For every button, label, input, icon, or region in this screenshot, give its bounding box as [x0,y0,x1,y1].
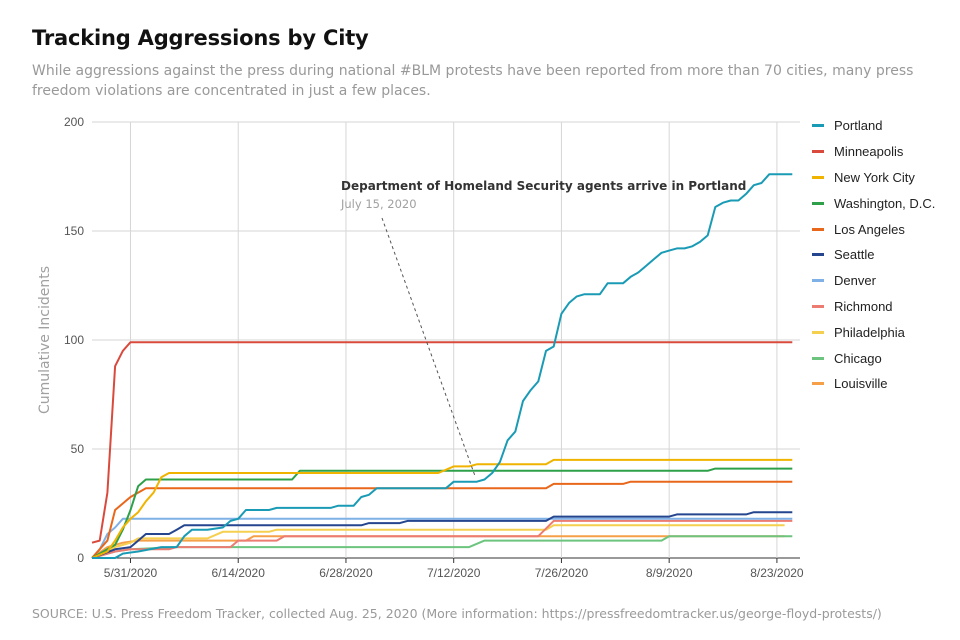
legend-swatch [812,330,824,334]
x-tick-label: 5/31/2020 [104,566,158,580]
annotation: Department of Homeland Security agents a… [340,179,746,476]
y-axis: 0 50 100 150 200 [64,115,84,565]
legend-swatch [812,304,824,308]
legend-item-richmond: Richmond [812,294,935,320]
legend-swatch [812,382,824,386]
legend-item-new-york-city: New York City [812,165,935,191]
y-tick-label: 50 [71,442,85,456]
source-note: SOURCE: U.S. Press Freedom Tracker, coll… [32,606,882,621]
legend-label: Louisville [834,376,888,392]
annotation-date: July 15, 2020 [340,197,417,211]
legend-label: Philadelphia [834,324,905,340]
legend-label: Portland [834,118,883,134]
legend-label: Minneapolis [834,144,904,160]
legend-label: Richmond [834,298,893,314]
annotation-title: Department of Homeland Security agents a… [341,179,746,193]
legend-item-louisville: Louisville [812,371,935,397]
x-tick-label: 7/12/2020 [427,566,481,580]
legend-item-chicago: Chicago [812,345,935,371]
legend-item-seattle: Seattle [812,242,935,268]
legend-label: Chicago [834,350,882,366]
legend-swatch [812,150,824,154]
legend-item-portland: Portland [812,113,935,139]
y-tick-label: 150 [64,224,84,238]
x-tick-label: 6/28/2020 [319,566,373,580]
legend-swatch [812,175,824,179]
series-line-seattle [91,511,793,559]
x-tick-label: 8/9/2020 [646,566,693,580]
x-tick-label: 6/14/2020 [212,566,266,580]
legend: Portland Minneapolis New York City Washingt… [812,113,935,397]
series-line-los-angeles [91,480,793,559]
legend-swatch [812,124,824,128]
legend-label: Washington, D.C. [834,195,936,211]
y-axis-label: Cumulative Incidents [37,266,53,414]
legend-swatch [812,227,824,231]
y-tick-label: 200 [64,115,84,129]
legend-label: Denver [834,273,876,289]
series-line-portland [92,173,793,559]
legend-item-minneapolis: Minneapolis [812,139,935,165]
legend-swatch [812,279,824,283]
y-tick-label: 100 [64,333,84,347]
legend-label: Seattle [834,247,875,263]
grid-lines [92,121,800,559]
legend-swatch [812,253,824,257]
series-line-washington-d-c [91,467,793,559]
x-axis: 5/31/2020 6/14/2020 6/28/2020 7/12/2020 7/26… [104,558,804,580]
series-line-new-york-city [91,458,793,559]
series-line-minneapolis [91,341,793,544]
legend-item-washington-d-c: Washington, D.C. [812,190,935,216]
series-line-richmond [91,519,793,559]
x-tick-label: 7/26/2020 [535,566,589,580]
legend-swatch [812,201,824,205]
x-tick-label: 8/23/2020 [750,566,804,580]
chart-subtitle: While aggressions against the press duri… [32,63,914,99]
legend-item-denver: Denver [812,268,935,294]
y-tick-label: 0 [77,551,84,565]
legend-item-los-angeles: Los Angeles [812,216,935,242]
legend-label: Los Angeles [834,221,905,237]
series-lines [91,173,793,559]
legend-item-philadelphia: Philadelphia [812,319,935,345]
series-line-philadelphia [91,524,785,559]
chart-title: Tracking Aggressions by City [32,26,369,50]
legend-label: New York City [834,169,915,185]
annotation-leader-line [381,217,476,476]
legend-swatch [812,356,824,360]
